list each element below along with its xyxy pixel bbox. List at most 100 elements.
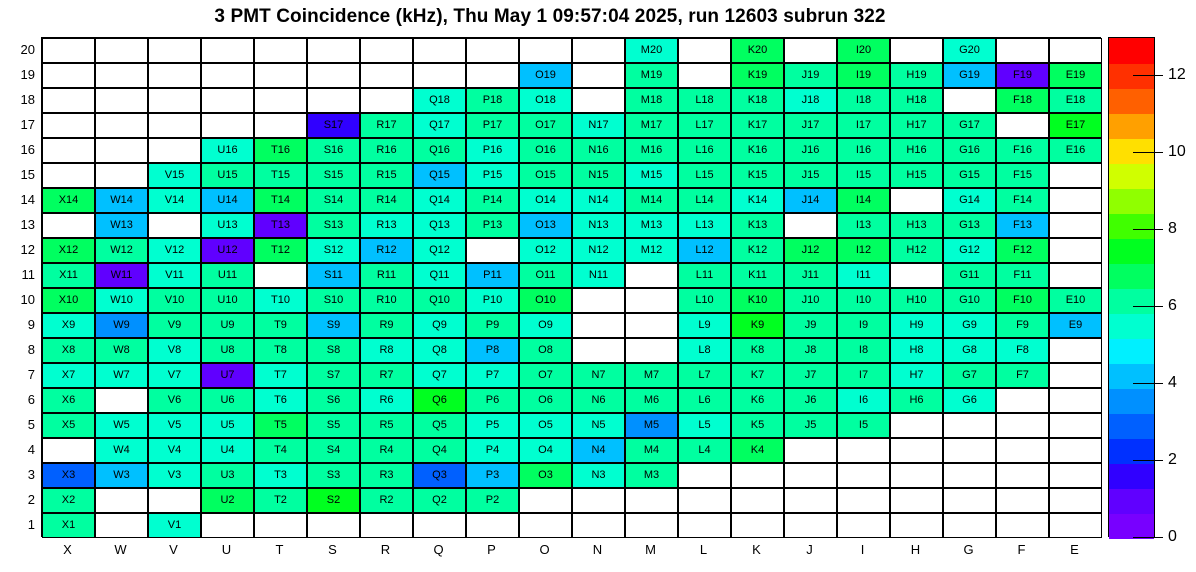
cell-label: I12 (855, 244, 872, 256)
cell-label: X14 (58, 194, 79, 206)
heatmap-cell: P7 (466, 363, 519, 388)
heatmap-cell (996, 513, 1049, 538)
colorbar-ticks: 12 10 8 6 4 2 0 (1108, 37, 1196, 545)
cell-label: O15 (535, 169, 556, 181)
heatmap-cell: I6 (837, 388, 890, 413)
cell-label: S15 (323, 169, 344, 181)
cell-label: L14 (695, 194, 714, 206)
heatmap-cell: O16 (519, 138, 572, 163)
heatmap-cell (1049, 463, 1102, 488)
heatmap-cell: I14 (837, 188, 890, 213)
x-axis-tick-label: K (752, 542, 761, 557)
cell-label: N3 (591, 469, 606, 481)
cell-label: J19 (801, 69, 820, 81)
x-axis-tick-label: V (169, 542, 178, 557)
cell-label: N4 (591, 444, 606, 456)
heatmap-cell (572, 88, 625, 113)
heatmap-cell: M5 (625, 413, 678, 438)
heatmap-cell: O6 (519, 388, 572, 413)
heatmap-cell: L12 (678, 238, 731, 263)
cell-label: W12 (110, 244, 133, 256)
y-axis-tick-label: 13 (20, 216, 35, 232)
cell-label: O7 (538, 369, 553, 381)
heatmap-cell: P5 (466, 413, 519, 438)
cell-label: G13 (959, 219, 980, 231)
colorbar-band (1109, 488, 1154, 514)
colorbar-band (1109, 163, 1154, 189)
cell-label: I10 (855, 294, 872, 306)
heatmap-cell: O15 (519, 163, 572, 188)
heatmap-cell: I7 (837, 363, 890, 388)
heatmap-cell: W12 (95, 238, 148, 263)
heatmap-cell (1049, 338, 1102, 363)
cell-label: K15 (747, 169, 768, 181)
cell-label: Q2 (432, 494, 447, 506)
heatmap-cell: R14 (360, 188, 413, 213)
heatmap-cell: V1 (148, 513, 201, 538)
heatmap-cell: S16 (307, 138, 360, 163)
heatmap-cell (148, 213, 201, 238)
cell-label: M7 (643, 369, 660, 381)
heatmap-cell: G6 (943, 388, 996, 413)
heatmap-cell: I5 (837, 413, 890, 438)
cell-label: K14 (747, 194, 768, 206)
cell-label: F15 (1013, 169, 1032, 181)
heatmap-cell (466, 238, 519, 263)
heatmap-cell: N16 (572, 138, 625, 163)
heatmap-cell: E9 (1049, 313, 1102, 338)
cell-label: Q7 (432, 369, 447, 381)
heatmap-cell: Q7 (413, 363, 466, 388)
heatmap-cell: W3 (95, 463, 148, 488)
heatmap-cell: Q10 (413, 288, 466, 313)
heatmap-cell: N4 (572, 438, 625, 463)
heatmap-cell: P8 (466, 338, 519, 363)
cell-label: Q12 (429, 244, 450, 256)
heatmap-cell: I8 (837, 338, 890, 363)
colorbar-band (1109, 513, 1154, 539)
heatmap-cell: F10 (996, 288, 1049, 313)
y-axis-tick-label: 6 (27, 391, 35, 407)
x-axis-tick-label: I (860, 542, 865, 557)
heatmap-cell (890, 513, 943, 538)
heatmap-cell: K12 (731, 238, 784, 263)
cell-label: U7 (220, 369, 235, 381)
heatmap-cell: E18 (1049, 88, 1102, 113)
cell-label: O14 (535, 194, 556, 206)
cell-label: H18 (906, 94, 927, 106)
colorbar-band (1109, 113, 1154, 139)
cell-label: M20 (640, 44, 663, 56)
y-axis-tick-label: 7 (27, 366, 35, 382)
cell-label: T3 (274, 469, 287, 481)
heatmap-cell (784, 213, 837, 238)
heatmap-cell: X14 (42, 188, 95, 213)
heatmap-cell: Q15 (413, 163, 466, 188)
heatmap-cell (731, 463, 784, 488)
heatmap-cell: T10 (254, 288, 307, 313)
cell-label: P4 (485, 444, 500, 456)
heatmap-cell: N15 (572, 163, 625, 188)
heatmap-cell: J10 (784, 288, 837, 313)
heatmap-cell: J8 (784, 338, 837, 363)
heatmap-cell: G15 (943, 163, 996, 188)
cell-label: U2 (220, 494, 235, 506)
heatmap-cell: U12 (201, 238, 254, 263)
heatmap-cell: U15 (201, 163, 254, 188)
cell-label: K17 (747, 119, 768, 131)
cell-label: Q5 (432, 419, 447, 431)
cell-label: O11 (535, 269, 556, 281)
heatmap-cell: S10 (307, 288, 360, 313)
cell-label: G6 (962, 394, 977, 406)
heatmap-cell (784, 438, 837, 463)
cell-label: L18 (695, 94, 714, 106)
cell-label: K20 (747, 44, 768, 56)
cell-label: P17 (482, 119, 503, 131)
cell-label: Q8 (432, 344, 447, 356)
heatmap-cell (1049, 388, 1102, 413)
cell-label: I18 (855, 94, 872, 106)
cell-label: M15 (640, 169, 663, 181)
cell-label: U5 (220, 419, 235, 431)
heatmap-cell (784, 38, 837, 63)
heatmap-cell: X7 (42, 363, 95, 388)
cell-label: L5 (698, 419, 711, 431)
y-axis-tick-label: 10 (20, 291, 35, 307)
